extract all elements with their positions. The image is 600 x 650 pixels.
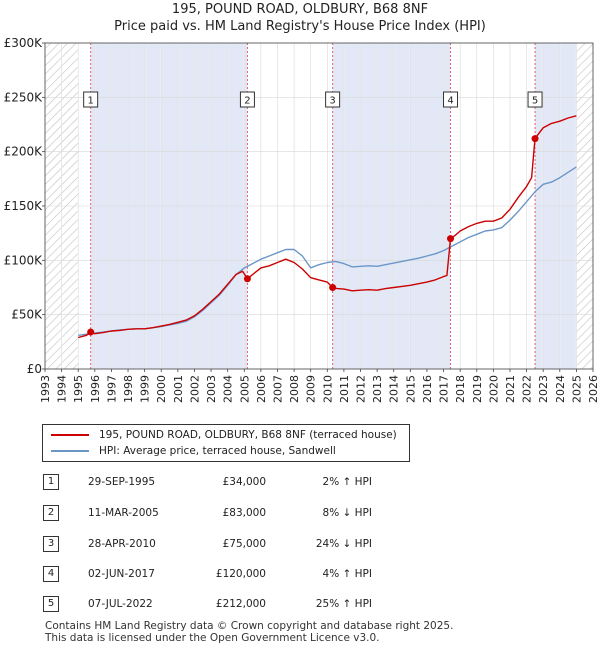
sale-price: £212,000	[215, 598, 266, 610]
x-tick-label: 2004	[222, 375, 235, 403]
legend-swatch-price	[51, 434, 89, 436]
sale-price: £75,000	[222, 538, 266, 550]
x-tick-label: 2025	[570, 375, 583, 403]
x-tick-label: 2010	[321, 375, 334, 403]
x-tick-label: 2015	[404, 375, 417, 403]
legend-label-hpi: HPI: Average price, terraced house, Sand…	[99, 445, 336, 457]
sale-price: £120,000	[215, 568, 266, 580]
sale-marker-label: 5	[532, 96, 538, 107]
x-tick-label: 2026	[587, 375, 600, 403]
sale-number-badge: 1	[43, 474, 59, 490]
sale-number-badge: 5	[43, 596, 59, 612]
sale-marker-label: 2	[244, 96, 250, 107]
sale-marker-label: 1	[87, 96, 93, 107]
x-tick-label: 2021	[504, 375, 517, 403]
legend-item-hpi: HPI: Average price, terraced house, Sand…	[51, 443, 336, 459]
footer-copyright: Contains HM Land Registry data © Crown c…	[45, 620, 454, 632]
sale-hpi-diff: 4% ↑ HPI	[322, 568, 372, 580]
sale-point	[447, 235, 455, 243]
price-chart: 1 2 3 4 5 £0 £50K £100K £150K £200K £250K £300K 199…	[4, 36, 600, 403]
sale-date: 11-MAR-2005	[88, 507, 159, 519]
y-tick-label: £50K	[11, 308, 43, 322]
sale-date: 02-JUN-2017	[88, 568, 155, 580]
x-tick-label: 2019	[471, 375, 484, 403]
x-tick-label: 2024	[554, 375, 567, 403]
sale-point	[329, 284, 337, 291]
x-tick-label: 2018	[454, 375, 467, 403]
sale-number-badge: 4	[43, 566, 59, 582]
sale-price: £83,000	[222, 507, 266, 519]
sale-marker-box	[83, 91, 99, 108]
sale-date: 29-SEP-1995	[88, 476, 156, 488]
x-tick-label: 2002	[188, 375, 201, 403]
legend-label-price: 195, POUND ROAD, OLDBURY, B68 8NF (terra…	[99, 429, 397, 441]
sale-number-badge: 3	[43, 536, 59, 552]
x-tick-label: 2001	[172, 375, 185, 403]
sale-row: 5 07-JUL-2022 £212,000 25% ↑ HPI	[0, 595, 600, 615]
sale-marker-box	[443, 91, 459, 108]
x-tick-label: 1997	[105, 375, 118, 403]
sale-marker-box	[325, 91, 341, 108]
x-tick-label: 2020	[487, 375, 500, 403]
sale-hpi-diff: 2% ↑ HPI	[322, 476, 372, 488]
sale-row: 1 29-SEP-1995 £34,000 2% ↑ HPI	[0, 473, 600, 493]
sale-hpi-diff: 25% ↑ HPI	[315, 598, 372, 610]
y-tick-label: £250K	[4, 90, 44, 104]
sale-row: 4 02-JUN-2017 £120,000 4% ↑ HPI	[0, 565, 600, 585]
y-tick-label: £300K	[4, 36, 44, 50]
y-tick-label: £100K	[4, 253, 44, 267]
chart-title: 195, POUND ROAD, OLDBURY, B68 8NF	[171, 2, 429, 17]
x-tick-label: 2011	[338, 375, 351, 403]
y-tick-label: £0	[27, 362, 42, 376]
sale-hpi-diff: 8% ↓ HPI	[322, 507, 372, 519]
x-tick-label: 2006	[255, 375, 268, 403]
x-tick-label: 2012	[355, 375, 368, 403]
x-tick-label: 1996	[89, 375, 102, 403]
sale-price: £34,000	[222, 476, 266, 488]
legend-swatch-hpi	[51, 450, 89, 452]
x-tick-label: 1998	[122, 375, 135, 403]
x-tick-label: 1995	[72, 375, 85, 403]
x-tick-label: 1993	[39, 375, 52, 403]
footer-licence: This data is licensed under the Open Gov…	[45, 632, 380, 644]
x-tick-label: 2000	[155, 375, 168, 403]
x-tick-label: 2023	[537, 375, 550, 403]
x-tick-label: 2022	[521, 375, 534, 403]
sale-date: 28-APR-2010	[88, 538, 156, 550]
sale-row: 2 11-MAR-2005 £83,000 8% ↓ HPI	[0, 504, 600, 524]
sale-marker-label: 3	[329, 96, 335, 107]
sale-number-badge: 2	[43, 505, 59, 521]
x-tick-label: 1994	[56, 375, 69, 403]
sale-hpi-diff: 24% ↓ HPI	[315, 538, 372, 550]
sale-marker-box	[239, 91, 255, 108]
x-tick-label: 2014	[388, 375, 401, 403]
x-tick-label: 2008	[288, 375, 301, 403]
x-tick-label: 2005	[238, 375, 251, 403]
x-tick-label: 2003	[205, 375, 218, 403]
sale-marker-box	[527, 91, 543, 108]
x-tick-label: 1999	[139, 375, 152, 403]
legend-item-price: 195, POUND ROAD, OLDBURY, B68 8NF (terra…	[51, 427, 397, 443]
sale-point	[531, 135, 539, 143]
x-tick-label: 2007	[271, 375, 284, 403]
chart-legend: 195, POUND ROAD, OLDBURY, B68 8NF (terra…	[42, 424, 410, 462]
x-tick-label: 2016	[421, 375, 434, 403]
sale-date: 07-JUL-2022	[88, 598, 153, 610]
chart-subtitle: Price paid vs. HM Land Registry's House …	[114, 19, 486, 34]
sale-point	[243, 275, 251, 283]
sale-row: 3 28-APR-2010 £75,000 24% ↓ HPI	[0, 535, 600, 555]
x-tick-label: 2009	[305, 375, 318, 403]
sale-point	[87, 328, 95, 336]
x-tick-label: 2013	[371, 375, 384, 403]
y-tick-label: £150K	[4, 199, 44, 213]
y-tick-label: £200K	[4, 145, 44, 159]
x-tick-label: 2017	[438, 375, 451, 403]
sale-marker-label: 4	[447, 96, 453, 107]
